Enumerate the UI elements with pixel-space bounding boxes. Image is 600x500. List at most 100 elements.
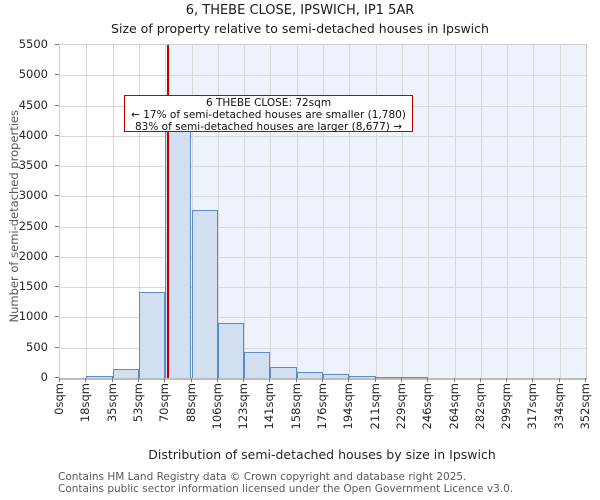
x-tick-label: 299sqm [499,383,514,430]
x-gridline [454,45,456,378]
histogram-bar [349,375,376,378]
y-tick-mark [55,225,59,227]
x-tick-mark [532,378,534,382]
x-tick-mark [243,378,245,382]
x-gridline [112,45,114,378]
x-tick-label: 158sqm [288,383,303,430]
histogram-bar [296,371,323,378]
histogram-bar [217,322,245,378]
x-tick-mark [111,378,113,382]
x-tick-mark [216,378,218,382]
x-gridline [323,45,324,378]
x-tick-mark [348,378,350,382]
x-gridline [349,45,351,378]
y-tick-label: 3500 [18,158,48,173]
x-tick-label: 194sqm [341,383,356,430]
histogram-bar [112,368,139,378]
x-tick-label: 88sqm [183,383,198,423]
x-tick-label: 53sqm [130,383,145,423]
histogram-bar [270,367,297,378]
x-tick-label: 264sqm [446,383,461,430]
x-tick-mark [453,378,455,382]
x-tick-label: 141sqm [262,383,277,430]
y-tick-label: 2000 [18,248,48,263]
x-tick-mark [558,378,560,382]
y-tick-mark [55,377,59,378]
x-gridline [480,45,482,378]
x-tick-mark [164,378,166,382]
x-tick-mark [479,378,481,382]
x-tick-label: 106sqm [209,383,224,430]
x-tick-mark [137,378,139,382]
histogram-bar [165,108,192,378]
x-tick-mark [269,378,271,382]
histogram-bar [138,292,166,378]
chart-title: 6, THEBE CLOSE, IPSWICH, IP1 5AR [185,3,415,18]
y-tick-mark [55,44,59,45]
y-tick-label: 1000 [18,309,48,324]
histogram-bar [191,210,218,378]
y-tick-mark [55,255,59,257]
y-tick-label: 5500 [18,37,48,51]
x-tick-mark [374,378,376,382]
x-tick-label: 211sqm [367,383,382,430]
y-tick-mark [55,165,59,167]
x-gridline [559,45,561,378]
histogram-bar [86,375,113,378]
y-tick-mark [55,134,59,136]
x-tick-label: 70sqm [157,383,172,423]
x-gridline [428,45,430,378]
x-tick-label: 0sqm [52,383,66,415]
y-tick-mark [55,346,59,348]
histogram-bar [244,351,271,378]
x-gridline [138,45,140,378]
footer-line-2: Contains public sector information licen… [58,482,514,495]
y-tick-label: 4500 [18,97,48,112]
callout-line-3: 83% of semi-detached houses are larger (… [134,121,402,134]
x-tick-label: 229sqm [393,383,408,430]
x-gridline [244,45,246,378]
x-gridline [270,45,272,378]
y-tick-label: 1500 [18,279,48,294]
footer-line-1: Contains HM Land Registry data © Crown c… [58,471,467,483]
x-tick-label: 282sqm [472,383,487,430]
property-size-marker-line [166,45,169,378]
plot-area: 6 THEBE CLOSE: 72sqm ← 17% of semi-detac… [59,44,587,380]
x-tick-label: 352sqm [578,383,592,430]
y-tick-label: 4000 [18,127,48,142]
y-tick-label: 3000 [18,188,48,203]
y-tick-mark [55,195,59,197]
x-tick-mark [322,378,323,382]
x-tick-label: 176sqm [315,383,329,430]
x-tick-label: 317sqm [525,383,540,430]
x-axis-label: Distribution of semi-detached houses by … [148,447,496,462]
histogram-bar [375,376,402,378]
x-gridline [401,45,403,378]
y-tick-label: 500 [26,339,48,354]
property-callout-box: 6 THEBE CLOSE: 72sqm ← 17% of semi-detac… [124,95,413,134]
x-tick-mark [59,378,60,382]
y-tick-mark [55,74,59,76]
callout-line-1: 6 THEBE CLOSE: 72sqm [205,97,332,109]
x-gridline [375,45,377,378]
x-gridline [507,45,509,378]
x-tick-label: 35sqm [104,383,119,423]
y-tick-mark [55,104,59,106]
x-tick-label: 123sqm [236,383,251,430]
x-gridline [296,45,298,378]
y-tick-label: 5000 [18,67,48,82]
x-tick-mark [295,378,297,382]
x-tick-mark [506,378,508,382]
histogram-bar [323,374,350,378]
x-tick-label: 18sqm [78,383,93,423]
x-tick-mark [427,378,429,382]
x-tick-mark [85,378,87,382]
x-tick-label: 334sqm [551,383,566,430]
y-tick-label: 2500 [18,218,48,233]
y-tick-mark [55,316,59,318]
x-gridline [86,45,88,378]
histogram-bar [401,376,429,378]
x-tick-label: 246sqm [420,383,435,430]
callout-line-2: ← 17% of semi-detached houses are smalle… [131,109,406,122]
y-tick-mark [55,286,59,288]
